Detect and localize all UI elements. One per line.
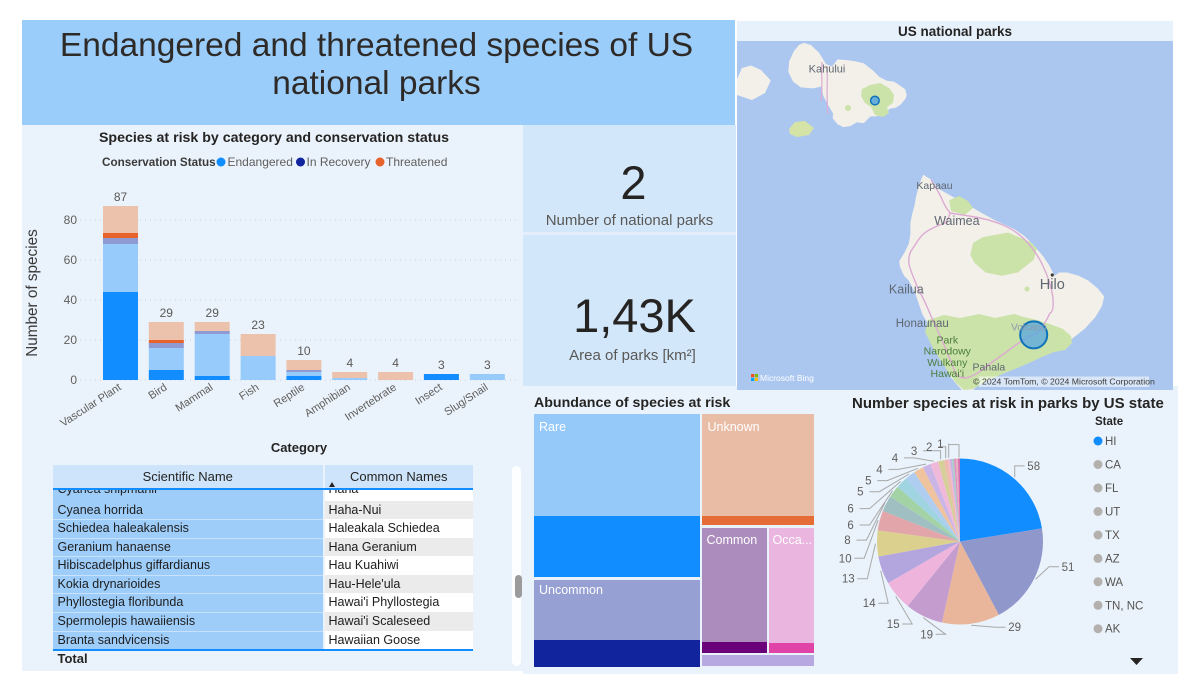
svg-text:Slug/Snail: Slug/Snail: [442, 381, 490, 418]
svg-text:Insect: Insect: [413, 381, 444, 407]
svg-text:4: 4: [892, 453, 899, 465]
svg-text:Honaunau: Honaunau: [896, 318, 949, 330]
svg-text:Kahului: Kahului: [809, 64, 846, 76]
svg-text:US national parks: US national parks: [898, 24, 1012, 39]
svg-text:4: 4: [346, 356, 353, 370]
svg-text:Pahala: Pahala: [973, 362, 1006, 374]
svg-text:23: 23: [251, 318, 265, 332]
svg-text:87: 87: [114, 190, 128, 204]
svg-text:State: State: [1095, 416, 1123, 428]
svg-text:Kapaau: Kapaau: [916, 180, 952, 192]
svg-text:Reptile: Reptile: [272, 381, 307, 410]
svg-text:AZ: AZ: [1105, 553, 1120, 565]
svg-text:© 2024 TomTom, © 2024 Microsof: © 2024 TomTom, © 2024 Microsoft Corporat…: [973, 376, 1155, 386]
svg-text:3: 3: [438, 358, 445, 372]
svg-text:AK: AK: [1105, 624, 1121, 636]
svg-text:3: 3: [911, 446, 917, 458]
svg-text:In Recovery: In Recovery: [307, 155, 371, 169]
svg-text:4: 4: [876, 464, 883, 476]
svg-text:Species at risk by category an: Species at risk by category and conserva…: [99, 130, 449, 146]
svg-text:UT: UT: [1105, 507, 1120, 519]
svg-text:10: 10: [297, 344, 311, 358]
svg-text:Kailua: Kailua: [889, 283, 924, 297]
svg-text:Vascular Plant: Vascular Plant: [58, 381, 123, 429]
svg-text:58: 58: [1027, 461, 1040, 473]
svg-text:TX: TX: [1105, 530, 1120, 542]
svg-text:Hawai'i: Hawai'i: [931, 368, 965, 380]
svg-text:5: 5: [857, 487, 863, 499]
svg-text:15: 15: [887, 619, 900, 631]
svg-text:Microsoft Bing: Microsoft Bing: [760, 373, 814, 383]
svg-text:0: 0: [70, 373, 77, 387]
svg-text:Mammal: Mammal: [173, 381, 215, 414]
svg-text:20: 20: [64, 333, 78, 347]
svg-text:14: 14: [863, 598, 876, 610]
svg-text:6: 6: [847, 504, 853, 516]
svg-text:5: 5: [865, 476, 871, 488]
svg-text:TN, NC: TN, NC: [1105, 600, 1143, 612]
svg-text:Conservation Status: Conservation Status: [102, 156, 216, 169]
svg-text:Hilo: Hilo: [1040, 277, 1065, 293]
svg-text:80: 80: [64, 213, 78, 227]
svg-text:CA: CA: [1105, 460, 1121, 472]
svg-text:3: 3: [484, 358, 491, 372]
svg-text:2: 2: [926, 442, 932, 454]
svg-text:Waimea: Waimea: [934, 214, 979, 228]
svg-text:51: 51: [1062, 562, 1075, 574]
svg-text:6: 6: [847, 520, 853, 532]
svg-text:60: 60: [64, 253, 78, 267]
svg-text:Bird: Bird: [146, 381, 169, 402]
svg-text:Threatened: Threatened: [386, 155, 447, 169]
svg-text:Park: Park: [937, 334, 959, 346]
svg-text:Endangered: Endangered: [228, 155, 293, 169]
svg-text:FL: FL: [1105, 483, 1119, 495]
svg-text:HI: HI: [1105, 436, 1117, 448]
svg-text:8: 8: [844, 535, 850, 547]
svg-text:19: 19: [920, 629, 933, 641]
svg-text:Wulkany: Wulkany: [927, 357, 968, 369]
svg-text:4: 4: [392, 356, 399, 370]
svg-text:13: 13: [842, 574, 855, 586]
svg-text:40: 40: [64, 293, 78, 307]
svg-text:Narodowy: Narodowy: [924, 346, 972, 358]
svg-text:29: 29: [160, 306, 174, 320]
svg-text:29: 29: [206, 306, 220, 320]
svg-text:Category: Category: [271, 440, 328, 455]
svg-text:Invertebrate: Invertebrate: [343, 381, 399, 423]
svg-text:WA: WA: [1105, 577, 1123, 589]
svg-text:Number species at risk in park: Number species at risk in parks by US st…: [852, 395, 1164, 412]
svg-text:1: 1: [937, 439, 943, 451]
svg-text:Number of species: Number of species: [24, 229, 41, 357]
svg-text:29: 29: [1008, 622, 1021, 634]
svg-text:10: 10: [839, 553, 852, 565]
svg-text:Fish: Fish: [237, 381, 261, 402]
svg-text:Volcano: Volcano: [1011, 322, 1047, 333]
